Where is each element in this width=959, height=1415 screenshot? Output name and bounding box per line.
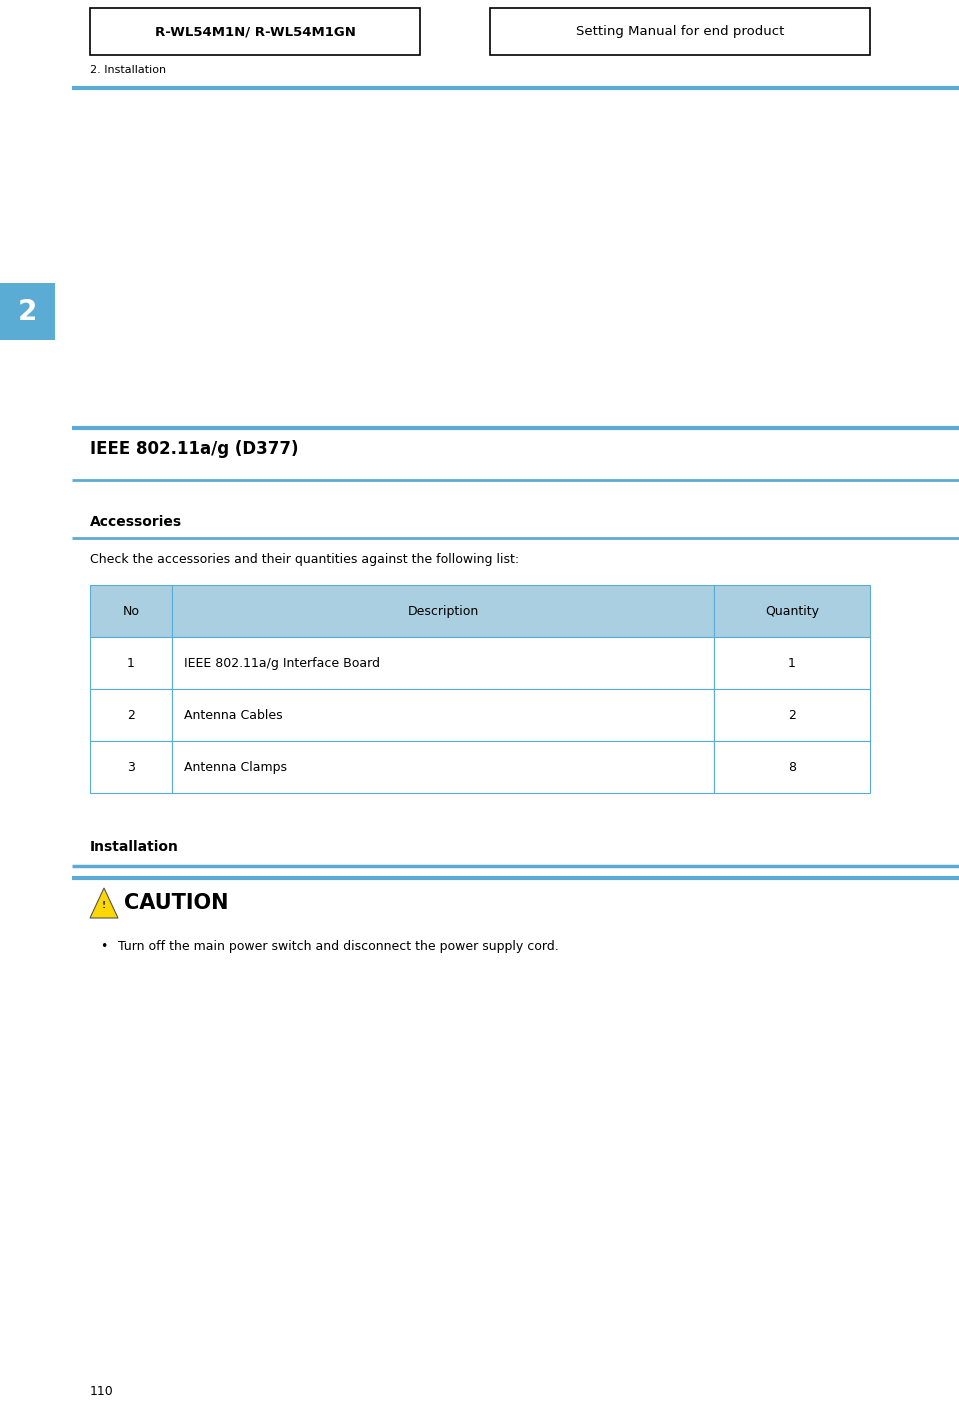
Text: IEEE 802.11a/g Interface Board: IEEE 802.11a/g Interface Board <box>184 657 380 669</box>
FancyBboxPatch shape <box>714 637 870 689</box>
FancyBboxPatch shape <box>90 584 172 637</box>
FancyBboxPatch shape <box>490 8 870 55</box>
Text: No: No <box>123 604 139 617</box>
FancyBboxPatch shape <box>0 283 55 340</box>
Text: 110: 110 <box>90 1385 114 1398</box>
Text: 1: 1 <box>788 657 796 669</box>
FancyBboxPatch shape <box>714 584 870 637</box>
FancyBboxPatch shape <box>90 741 172 792</box>
Polygon shape <box>90 889 118 918</box>
Text: 8: 8 <box>788 760 796 774</box>
Text: Check the accessories and their quantities against the following list:: Check the accessories and their quantiti… <box>90 553 519 566</box>
FancyBboxPatch shape <box>172 741 714 792</box>
FancyBboxPatch shape <box>172 637 714 689</box>
FancyBboxPatch shape <box>172 584 714 637</box>
Text: Quantity: Quantity <box>765 604 819 617</box>
FancyBboxPatch shape <box>90 8 420 55</box>
Text: Turn off the main power switch and disconnect the power supply cord.: Turn off the main power switch and disco… <box>118 940 559 952</box>
Text: R-WL54M1N/ R-WL54M1GN: R-WL54M1N/ R-WL54M1GN <box>154 25 356 38</box>
Text: !: ! <box>102 901 106 910</box>
FancyBboxPatch shape <box>714 741 870 792</box>
Text: 2. Installation: 2. Installation <box>90 65 166 75</box>
Text: IEEE 802.11a/g (D377): IEEE 802.11a/g (D377) <box>90 440 298 458</box>
Text: 1: 1 <box>127 657 135 669</box>
Text: Installation: Installation <box>90 841 179 855</box>
Text: Antenna Clamps: Antenna Clamps <box>184 760 287 774</box>
FancyBboxPatch shape <box>172 689 714 741</box>
Text: CAUTION: CAUTION <box>124 893 228 913</box>
Text: 2: 2 <box>127 709 135 722</box>
Text: •: • <box>100 940 107 952</box>
Text: 2: 2 <box>17 297 36 325</box>
FancyBboxPatch shape <box>90 689 172 741</box>
Text: 2: 2 <box>788 709 796 722</box>
Text: Description: Description <box>408 604 479 617</box>
Text: 3: 3 <box>127 760 135 774</box>
Text: Setting Manual for end product: Setting Manual for end product <box>575 25 784 38</box>
Text: Antenna Cables: Antenna Cables <box>184 709 283 722</box>
Text: Accessories: Accessories <box>90 515 182 529</box>
FancyBboxPatch shape <box>90 637 172 689</box>
FancyBboxPatch shape <box>714 689 870 741</box>
